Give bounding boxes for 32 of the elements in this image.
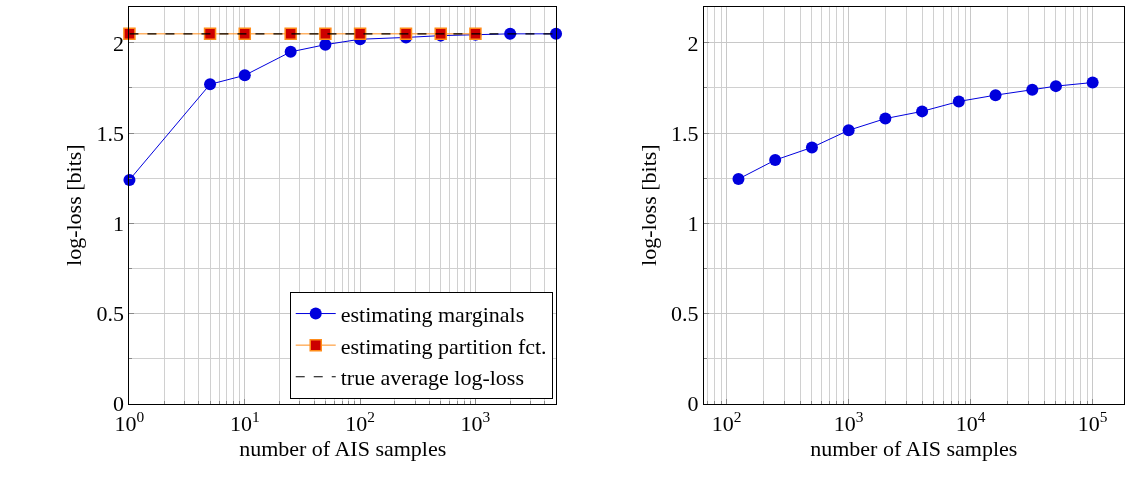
point	[952, 95, 965, 108]
y-tick-label: 0.5	[670, 301, 699, 327]
point	[805, 141, 818, 154]
point	[989, 89, 1002, 102]
y-axis-title: log-loss [bits]	[61, 144, 87, 266]
x-tick-label: 10$^{4}$	[955, 407, 986, 436]
legend-label: true average log-loss	[340, 365, 524, 391]
point	[769, 154, 782, 167]
x-tick-label: 10$^{3}$	[833, 407, 864, 436]
x-tick-label: 10$^{2}$	[711, 407, 742, 436]
x-tick-label: 10$^{3}$	[460, 407, 491, 436]
y-tick-label: 1	[687, 210, 699, 236]
legend-label: estimating marginals	[340, 302, 525, 328]
point	[842, 124, 855, 137]
y-tick-label: 0.5	[96, 301, 125, 327]
y-tick-label: 1.5	[96, 120, 125, 146]
y-tick-label: 2	[687, 30, 699, 56]
x-tick-label: 10$^{5}$	[1077, 407, 1108, 436]
point	[916, 105, 929, 118]
x-tick-label: 10$^{2}$	[345, 407, 375, 436]
point	[732, 173, 745, 185]
y-tick-label: 1.5	[670, 120, 699, 146]
y-tick-label: 0	[687, 391, 699, 417]
legend-label: estimating partition fct.	[340, 333, 547, 359]
y-tick-label: 2	[113, 30, 125, 56]
x-axis-title: number of AIS samples	[239, 435, 447, 461]
point	[1026, 83, 1039, 96]
y-axis-title: log-loss [bits]	[635, 144, 661, 266]
y-tick-label: 1	[113, 210, 125, 236]
x-tick-label: 10$^{1}$	[229, 407, 260, 436]
point	[879, 112, 892, 125]
x-axis-title: number of AIS samples	[810, 435, 1018, 461]
